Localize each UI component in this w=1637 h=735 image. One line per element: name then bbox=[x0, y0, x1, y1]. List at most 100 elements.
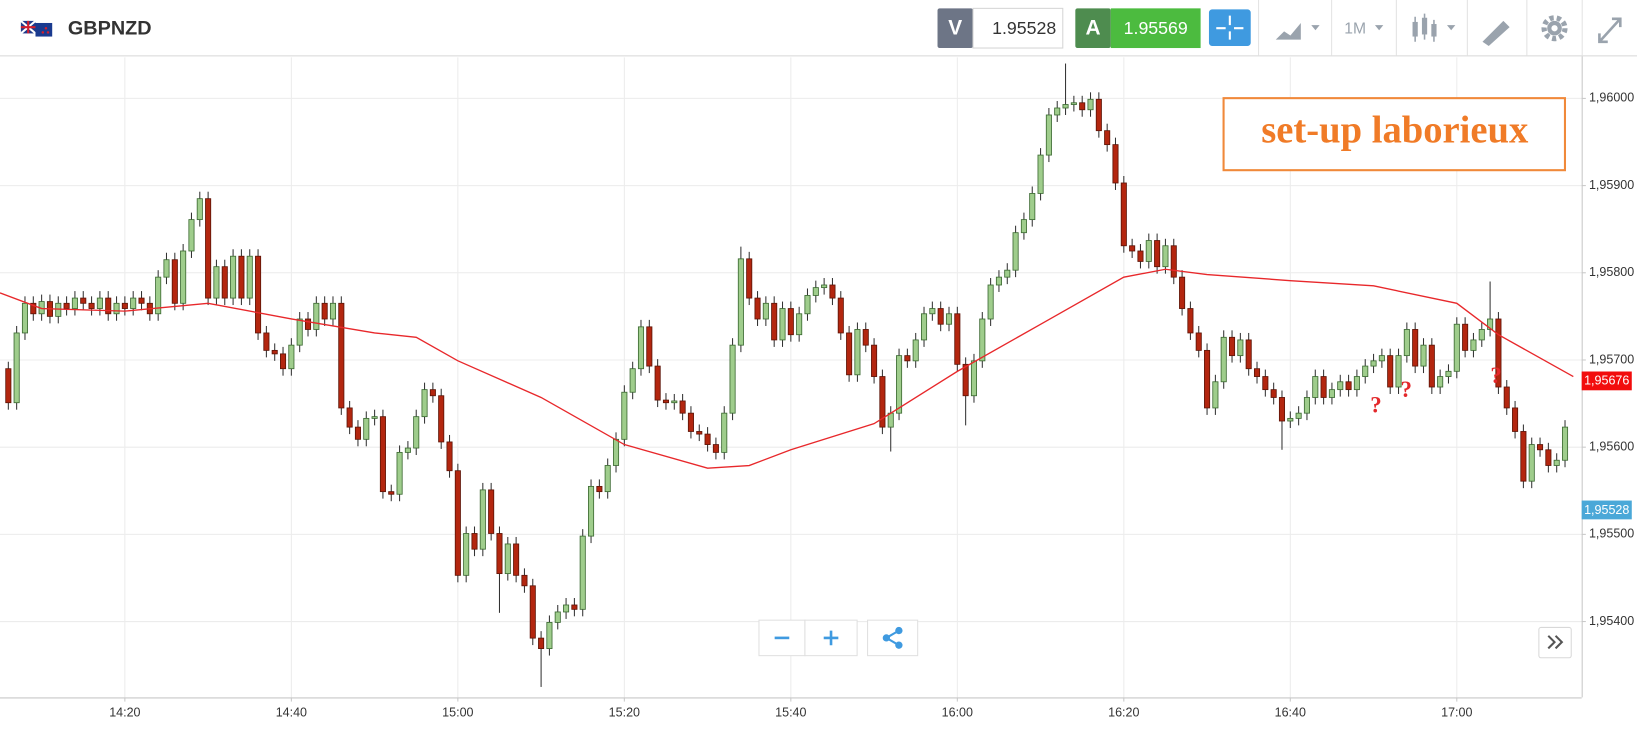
candle-body bbox=[646, 326, 653, 367]
candle-body bbox=[321, 302, 328, 320]
candle-body bbox=[1253, 368, 1261, 377]
zoom-out-button[interactable] bbox=[758, 619, 806, 657]
candle-body bbox=[1104, 130, 1111, 146]
scroll-end-button[interactable] bbox=[1538, 626, 1572, 659]
sell-button[interactable]: V 1.95528 bbox=[937, 7, 1064, 49]
candle-body bbox=[804, 295, 811, 315]
candle-body bbox=[413, 416, 420, 449]
candle-body bbox=[571, 604, 578, 610]
candle-body bbox=[1129, 245, 1136, 252]
candle-body bbox=[255, 255, 262, 334]
candle-body bbox=[429, 389, 436, 397]
candle-body bbox=[621, 391, 628, 440]
candle-body bbox=[654, 365, 661, 401]
candle-body bbox=[696, 431, 703, 435]
candle-body bbox=[1045, 114, 1052, 156]
candle-body bbox=[588, 485, 595, 537]
candle-body bbox=[704, 433, 711, 445]
candle-body bbox=[829, 284, 836, 299]
candle-body bbox=[862, 329, 869, 346]
candle-body bbox=[329, 302, 337, 320]
question-mark: ? bbox=[1401, 377, 1412, 402]
buy-button[interactable]: A 1.95569 bbox=[1075, 8, 1201, 49]
candle-body bbox=[488, 489, 495, 534]
candle-body bbox=[1054, 107, 1061, 116]
candle-body bbox=[221, 266, 228, 299]
candle-body bbox=[812, 287, 819, 296]
candle-body bbox=[1029, 193, 1036, 221]
candle-body bbox=[904, 355, 911, 362]
candle-body bbox=[296, 318, 303, 346]
candle-body bbox=[180, 250, 187, 304]
candle-body bbox=[937, 308, 944, 325]
price-tag bbox=[1581, 500, 1632, 520]
candle-body bbox=[1278, 397, 1286, 422]
timeframe: 1M bbox=[1344, 20, 1366, 37]
candle-body bbox=[1137, 250, 1144, 262]
x-tick-label: 15:40 bbox=[775, 705, 806, 719]
candle-body bbox=[1420, 344, 1427, 367]
candle-body bbox=[871, 344, 878, 377]
candle-body bbox=[762, 302, 769, 320]
candle-body bbox=[346, 407, 353, 428]
candle-body bbox=[929, 308, 936, 315]
candle-body bbox=[945, 313, 953, 325]
candle-body bbox=[313, 302, 320, 330]
candle-body bbox=[1395, 355, 1402, 388]
candle-body bbox=[354, 426, 361, 440]
candle-body bbox=[1237, 339, 1244, 357]
candle-body bbox=[263, 332, 270, 351]
candle-body bbox=[1412, 329, 1419, 367]
y-tick-label: 1,95700 bbox=[1589, 352, 1634, 366]
candle-body bbox=[1337, 381, 1344, 391]
candle-body bbox=[1020, 219, 1027, 234]
share-button[interactable] bbox=[867, 619, 919, 657]
settings-button[interactable] bbox=[1541, 15, 1568, 42]
candle-body bbox=[1162, 245, 1169, 268]
candle-body bbox=[55, 302, 62, 317]
candle-body bbox=[1453, 323, 1460, 372]
candle-body bbox=[1545, 449, 1552, 466]
y-tick-label: 1,95900 bbox=[1589, 178, 1634, 192]
candle-body bbox=[130, 297, 137, 309]
candle-body bbox=[1462, 323, 1469, 351]
candle-body bbox=[546, 622, 553, 649]
candle-body bbox=[1245, 339, 1252, 370]
candle-body bbox=[779, 308, 786, 341]
candle-body bbox=[1187, 308, 1194, 334]
candle-body bbox=[1112, 144, 1119, 184]
draw-button[interactable] bbox=[1482, 20, 1510, 46]
candle-body bbox=[438, 395, 445, 443]
candle-body bbox=[995, 276, 1002, 286]
candle-type-button[interactable] bbox=[1412, 13, 1456, 42]
question-mark: ? bbox=[1370, 392, 1381, 417]
candle-body bbox=[1328, 389, 1335, 398]
candle-body bbox=[1212, 381, 1219, 409]
fullscreen-button[interactable] bbox=[1598, 17, 1622, 44]
candle-body bbox=[746, 258, 753, 299]
crosshair-button[interactable] bbox=[1208, 9, 1251, 46]
x-tick-label: 15:00 bbox=[442, 705, 473, 719]
candle-body bbox=[1179, 276, 1186, 309]
candle-body bbox=[1170, 245, 1177, 278]
candle-body bbox=[1262, 376, 1269, 391]
candle-body bbox=[1403, 329, 1410, 357]
candle-body bbox=[1287, 417, 1294, 422]
timeframe-button[interactable]: 1M bbox=[1344, 20, 1384, 37]
candle-body bbox=[113, 302, 120, 315]
candle-body bbox=[205, 198, 212, 299]
price-tag-label: 1,95528 bbox=[1584, 503, 1629, 517]
chart-type-button[interactable] bbox=[1275, 22, 1320, 40]
candle-body bbox=[21, 302, 29, 334]
zoom-in-button[interactable] bbox=[804, 619, 858, 657]
candle-body bbox=[679, 400, 686, 414]
candle-body bbox=[521, 574, 528, 587]
candle-body bbox=[737, 258, 744, 346]
candle-body bbox=[1195, 332, 1202, 351]
candle-body bbox=[1512, 407, 1519, 432]
candle-body bbox=[1437, 376, 1444, 388]
candle-body bbox=[379, 416, 386, 493]
candle-body bbox=[821, 284, 828, 289]
candle-body bbox=[1345, 381, 1352, 391]
candle-body bbox=[1079, 102, 1086, 111]
